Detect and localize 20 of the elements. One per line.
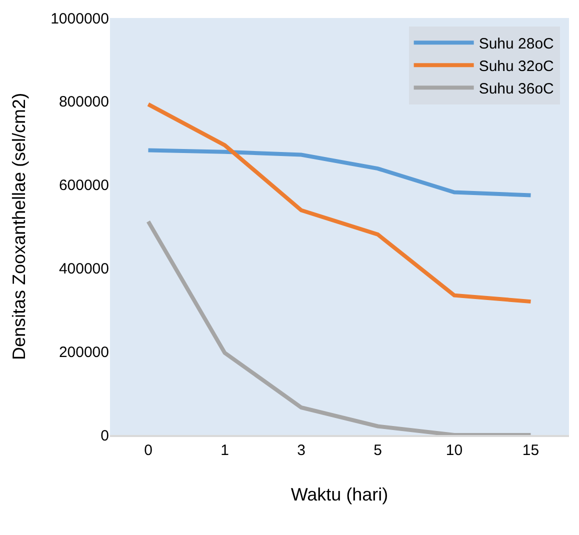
line-series xyxy=(146,102,533,304)
y-tick-label: 600000 xyxy=(58,177,109,194)
legend-label: Suhu 36oC xyxy=(478,80,554,98)
y-axis-title: Densitas Zooxanthellae (sel/cm2) xyxy=(8,92,29,360)
x-tick-label: 1 xyxy=(220,442,229,459)
y-tick-label: 1000000 xyxy=(50,10,109,28)
x-tick-label: 3 xyxy=(297,442,306,459)
x-axis-title: Waktu (hari) xyxy=(290,484,388,504)
line-series xyxy=(146,220,533,435)
legend-label: Suhu 32oC xyxy=(478,58,554,75)
x-tick-label: 15 xyxy=(522,442,540,459)
y-tick-label: 400000 xyxy=(58,260,109,278)
line-series xyxy=(146,148,533,198)
legend-label: Suhu 28oC xyxy=(478,35,554,52)
x-tick-label: 0 xyxy=(144,442,152,459)
y-tick-label: 800000 xyxy=(58,94,109,111)
y-tick-label: 200000 xyxy=(58,344,109,361)
x-tick-label: 5 xyxy=(374,442,382,459)
x-tick-label: 10 xyxy=(446,442,463,459)
y-tick-label: 0 xyxy=(100,427,109,444)
